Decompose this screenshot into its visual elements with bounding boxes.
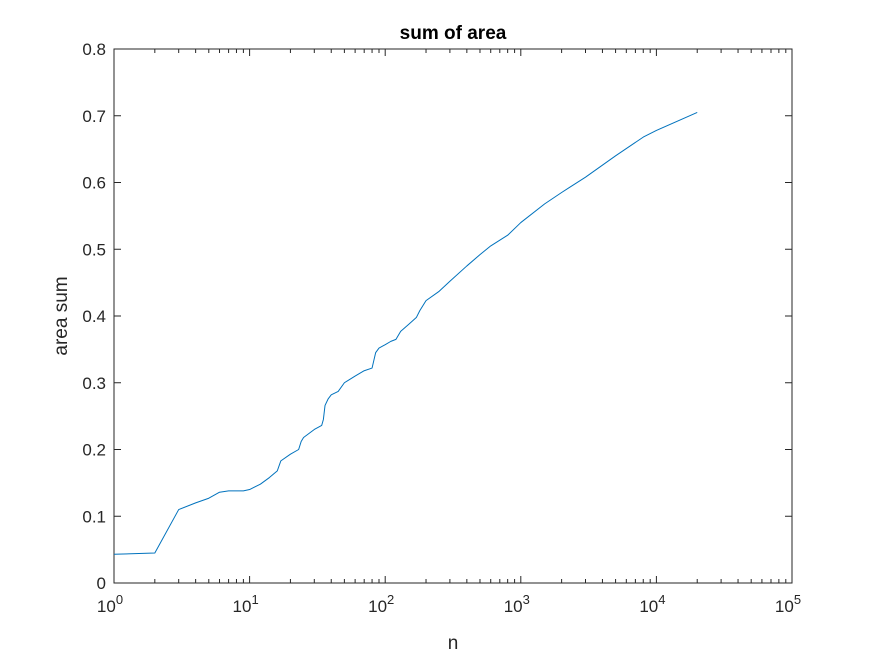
x-tick-label: 105	[775, 592, 801, 616]
x-tick-label: 100	[97, 592, 123, 616]
y-tick-label: 0	[97, 574, 106, 593]
y-axis-label: area sum	[51, 276, 72, 355]
x-tick-label: 104	[639, 592, 665, 616]
series-line	[113, 111, 698, 555]
y-tick-label: 0.3	[82, 374, 106, 393]
y-tick-label: 0.2	[82, 441, 106, 460]
y-tick-label: 0.5	[82, 240, 106, 259]
chart-title: sum of area	[400, 23, 507, 44]
x-tick-label: 103	[504, 592, 530, 616]
x-axis-label: n	[448, 633, 459, 654]
y-tick-label: 0.4	[82, 307, 106, 326]
y-axis-ticks: 0 0.1 0.2 0.3 0.4 0.5 0.6 0.7 0.8	[82, 40, 792, 593]
plot-area	[113, 48, 793, 584]
minor-ticks	[154, 49, 787, 583]
x-tick-label: 102	[368, 592, 394, 616]
y-tick-label: 0.8	[82, 40, 106, 59]
x-axis-ticks: 100 101 102 103 104 105	[97, 49, 801, 616]
y-tick-label: 0.6	[82, 174, 106, 193]
x-tick-label: 101	[233, 592, 259, 616]
y-tick-label: 0.1	[82, 507, 106, 526]
series-layer	[113, 111, 698, 555]
y-tick-label: 0.7	[82, 107, 106, 126]
